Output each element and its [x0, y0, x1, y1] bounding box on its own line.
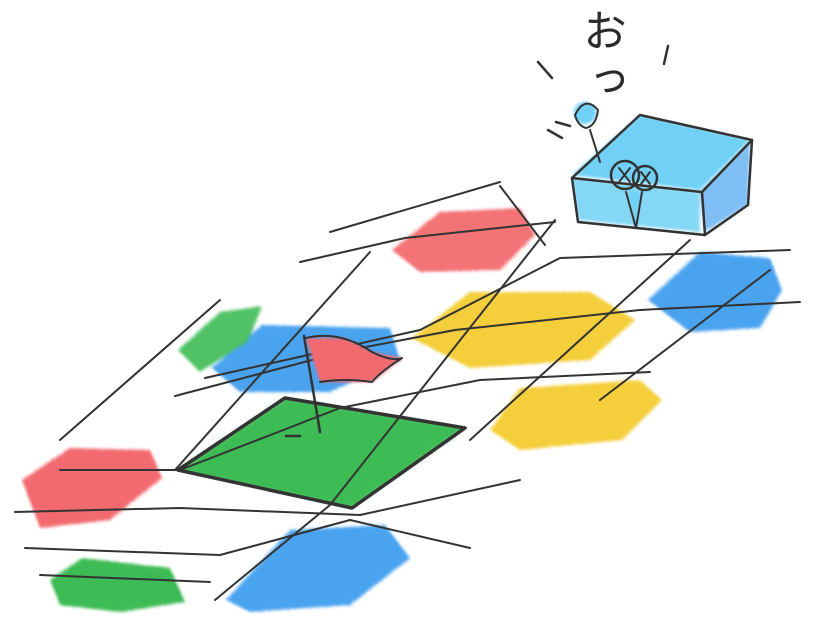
- tile-red-lower-left: [22, 448, 162, 528]
- surprise-marks: [536, 44, 670, 140]
- treasure-box-icon: [570, 113, 754, 237]
- tile-blue-bottom: [226, 525, 410, 612]
- tile-yellow-middle: [412, 292, 635, 368]
- tile-green-bottom: [50, 558, 185, 612]
- exclamation-text: おっ: [575, 8, 626, 108]
- tile-blue-right: [648, 252, 782, 332]
- tile-green-left: [178, 306, 262, 372]
- tile-red-top: [392, 208, 535, 272]
- character-face-icon: [574, 102, 659, 229]
- tile-yellow-lower: [490, 380, 662, 450]
- flag-icon: [284, 334, 403, 438]
- board-grid: [14, 181, 801, 601]
